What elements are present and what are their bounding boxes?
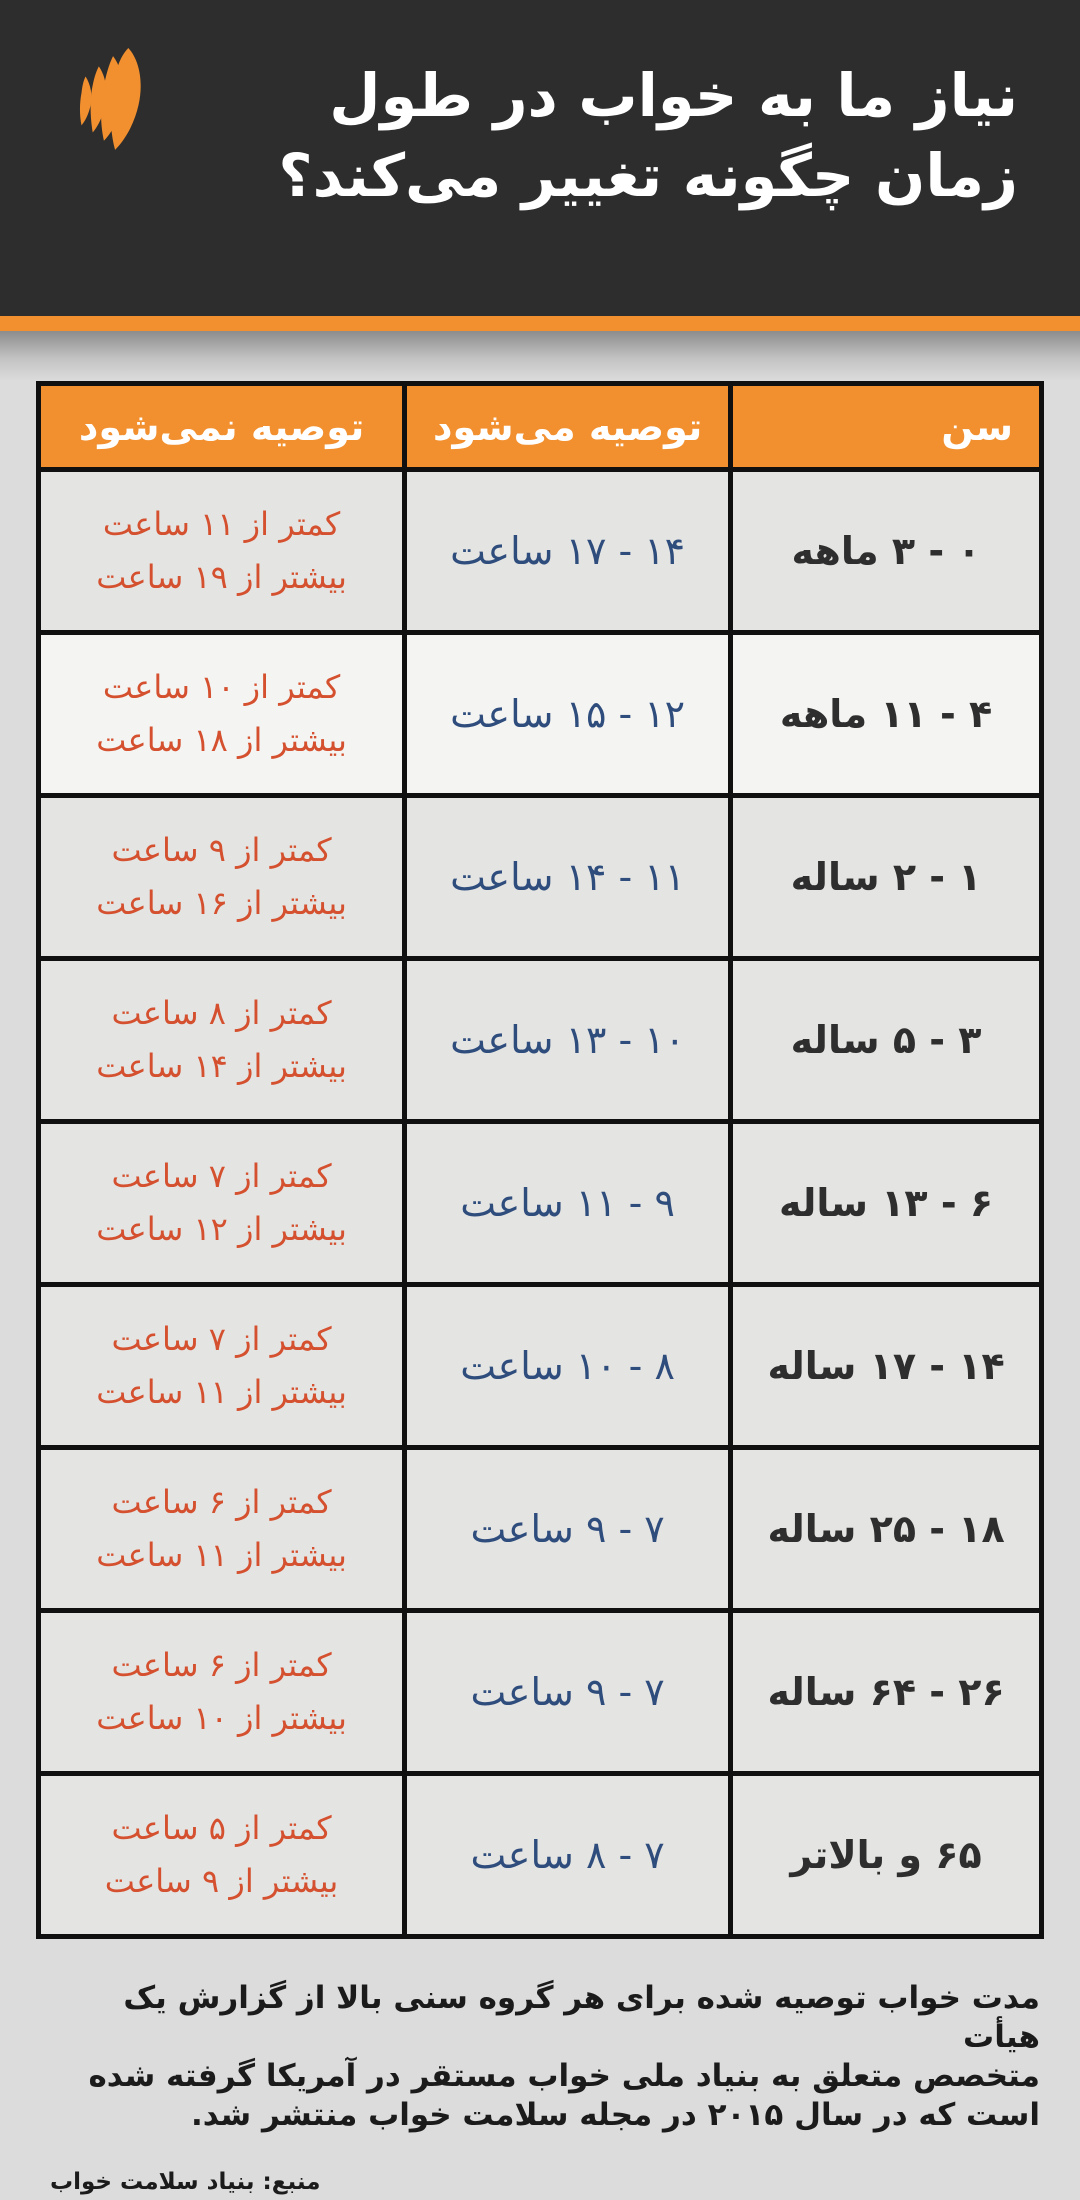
column-header-age: سن <box>728 381 1044 472</box>
not-recommended-less-line: کمتر از ۷ ساعت <box>111 1320 332 1358</box>
recommended-hours-cell: ۱۰ - ۱۳ ساعت <box>402 956 734 1124</box>
footnote: مدت خواب توصیه شده برای هر گروه سنی بالا… <box>40 1979 1040 2135</box>
table-body: ۰ - ۳ ماهه ۱۴ - ۱۷ ساعت کمتر از ۱۱ ساعت بیش… <box>35 467 1044 1939</box>
not-recommended-more-line: بیشتر از ۱۰ ساعت <box>96 1699 347 1737</box>
sleep-recommendations-table: سن توصیه می‌شود توصیه نمی‌شود ۰ - ۳ ماهه… <box>35 381 1044 1939</box>
age-cell: ۱ - ۲ ساله <box>728 793 1044 961</box>
sleep-table-container: سن توصیه می‌شود توصیه نمی‌شود ۰ - ۳ ماهه… <box>0 381 1080 1939</box>
not-recommended-cell: کمتر از ۸ ساعت بیشتر از ۱۴ ساعت <box>35 956 408 1124</box>
page-title-line1: نیاز ما به خواب در طول <box>329 61 1018 130</box>
recommended-hours-cell: ۷ - ۹ ساعت <box>402 1608 734 1776</box>
not-recommended-less-line: کمتر از ۹ ساعت <box>111 831 332 869</box>
not-recommended-less-line: کمتر از ۶ ساعت <box>111 1646 332 1684</box>
table-row: ۴ - ۱۱ ماهه ۱۲ - ۱۵ ساعت کمتر از ۱۰ ساعت بی… <box>35 630 1044 798</box>
not-recommended-more-line: بیشتر از ۱۴ ساعت <box>96 1047 347 1085</box>
header-banner: نیاز ما به خواب در طول زمان چگونه تغییر … <box>0 0 1080 316</box>
footnote-line2: متخصص متعلق به بنیاد ملی خواب مستقر در آ… <box>88 2058 1040 2094</box>
sbs-mercator-logo-icon <box>79 48 141 150</box>
table-row: ۱ - ۲ ساله ۱۱ - ۱۴ ساعت کمتر از ۹ ساعت بیشت… <box>35 793 1044 961</box>
not-recommended-more-line: بیشتر از ۱۶ ساعت <box>96 884 347 922</box>
age-cell: ۶ - ۱۳ ساله <box>728 1119 1044 1287</box>
not-recommended-less-line: کمتر از ۵ ساعت <box>111 1809 332 1847</box>
age-cell: ۶۵ و بالاتر <box>728 1771 1044 1939</box>
table-row: ۰ - ۳ ماهه ۱۴ - ۱۷ ساعت کمتر از ۱۱ ساعت بیش… <box>35 467 1044 635</box>
table-row: ۱۸ - ۲۵ ساله ۷ - ۹ ساعت کمتر از ۶ ساعت بیشت… <box>35 1445 1044 1613</box>
not-recommended-cell: کمتر از ۱۰ ساعت بیشتر از ۱۸ ساعت <box>35 630 408 798</box>
not-recommended-cell: کمتر از ۵ ساعت بیشتر از ۹ ساعت <box>35 1771 408 1939</box>
not-recommended-cell: کمتر از ۹ ساعت بیشتر از ۱۶ ساعت <box>35 793 408 961</box>
shadow-gradient <box>0 331 1080 381</box>
table-row: ۲۶ - ۶۴ ساله ۷ - ۹ ساعت کمتر از ۶ ساعت بیشت… <box>35 1608 1044 1776</box>
not-recommended-cell: کمتر از ۶ ساعت بیشتر از ۱۰ ساعت <box>35 1608 408 1776</box>
orange-divider <box>0 316 1080 331</box>
column-header-recommended: توصیه می‌شود <box>402 381 734 472</box>
recommended-hours-cell: ۹ - ۱۱ ساعت <box>402 1119 734 1287</box>
age-cell: ۴ - ۱۱ ماهه <box>728 630 1044 798</box>
not-recommended-cell: کمتر از ۶ ساعت بیشتر از ۱۱ ساعت <box>35 1445 408 1613</box>
not-recommended-more-line: بیشتر از ۱۱ ساعت <box>96 1373 347 1411</box>
table-row: ۱۴ - ۱۷ ساله ۸ - ۱۰ ساعت کمتر از ۷ ساعت بیش… <box>35 1282 1044 1450</box>
not-recommended-less-line: کمتر از ۷ ساعت <box>111 1157 332 1195</box>
table-row: ۶۵ و بالاتر ۷ - ۸ ساعت کمتر از ۵ ساعت بیشتر… <box>35 1771 1044 1939</box>
recommended-hours-cell: ۸ - ۱۰ ساعت <box>402 1282 734 1450</box>
table-row: ۶ - ۱۳ ساله ۹ - ۱۱ ساعت کمتر از ۷ ساعت بیشت… <box>35 1119 1044 1287</box>
table-row: ۳ - ۵ ساله ۱۰ - ۱۳ ساعت کمتر از ۸ ساعت بیشت… <box>35 956 1044 1124</box>
not-recommended-more-line: بیشتر از ۱۱ ساعت <box>96 1536 347 1574</box>
recommended-hours-cell: ۷ - ۹ ساعت <box>402 1445 734 1613</box>
footnote-line1: مدت خواب توصیه شده برای هر گروه سنی بالا… <box>123 1980 1040 2055</box>
age-cell: ۲۶ - ۶۴ ساله <box>728 1608 1044 1776</box>
age-cell: ۰ - ۳ ماهه <box>728 467 1044 635</box>
recommended-hours-cell: ۱۴ - ۱۷ ساعت <box>402 467 734 635</box>
not-recommended-less-line: کمتر از ۸ ساعت <box>111 994 332 1032</box>
recommended-hours-cell: ۱۲ - ۱۵ ساعت <box>402 630 734 798</box>
not-recommended-less-line: کمتر از ۱۰ ساعت <box>102 668 341 706</box>
recommended-hours-cell: ۷ - ۸ ساعت <box>402 1771 734 1939</box>
not-recommended-more-line: بیشتر از ۱۲ ساعت <box>96 1210 347 1248</box>
not-recommended-cell: کمتر از ۱۱ ساعت بیشتر از ۱۹ ساعت <box>35 467 408 635</box>
page-title-line2: زمان چگونه تغییر می‌کند؟ <box>278 141 1018 210</box>
table-header-row: سن توصیه می‌شود توصیه نمی‌شود <box>35 381 1044 472</box>
age-cell: ۱۸ - ۲۵ ساله <box>728 1445 1044 1613</box>
page-title: نیاز ما به خواب در طول زمان چگونه تغییر … <box>278 56 1018 216</box>
not-recommended-less-line: کمتر از ۶ ساعت <box>111 1483 332 1521</box>
not-recommended-more-line: بیشتر از ۹ ساعت <box>104 1862 339 1900</box>
not-recommended-cell: کمتر از ۷ ساعت بیشتر از ۱۱ ساعت <box>35 1282 408 1450</box>
recommended-hours-cell: ۱۱ - ۱۴ ساعت <box>402 793 734 961</box>
source-credit: منبع: بنیاد سلامت خواب <box>50 2169 321 2195</box>
age-cell: ۱۴ - ۱۷ ساله <box>728 1282 1044 1450</box>
not-recommended-more-line: بیشتر از ۱۹ ساعت <box>96 558 347 596</box>
footnote-line3: است که در سال ۲۰۱۵ در مجله سلامت خواب من… <box>191 2097 1040 2133</box>
not-recommended-less-line: کمتر از ۱۱ ساعت <box>102 505 341 543</box>
column-header-not-recommended: توصیه نمی‌شود <box>35 381 408 472</box>
not-recommended-cell: کمتر از ۷ ساعت بیشتر از ۱۲ ساعت <box>35 1119 408 1287</box>
age-cell: ۳ - ۵ ساله <box>728 956 1044 1124</box>
not-recommended-more-line: بیشتر از ۱۸ ساعت <box>96 721 347 759</box>
